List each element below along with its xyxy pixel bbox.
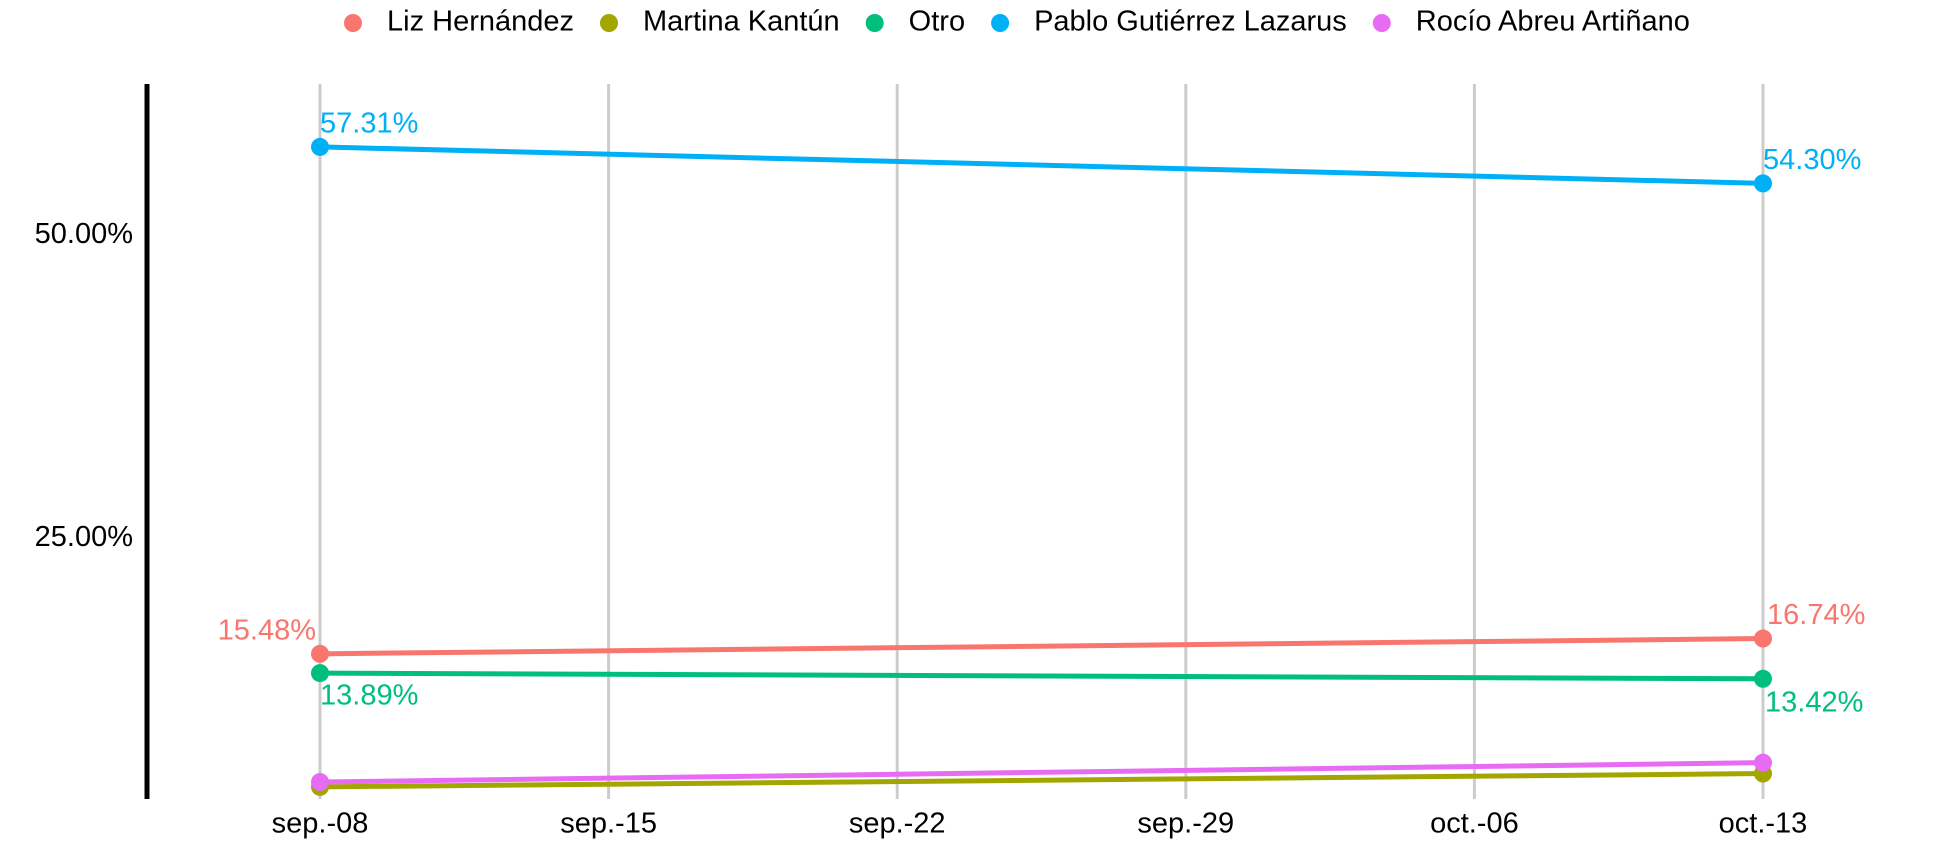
legend-label: Rocío Abreu Artiñano	[1416, 6, 1690, 38]
series-line	[319, 670, 1764, 682]
data-label: 13.89%	[320, 680, 418, 712]
data-point	[311, 664, 329, 683]
data-label: 57.31%	[320, 108, 418, 140]
data-point	[1754, 669, 1772, 688]
series-line	[319, 636, 1764, 657]
data-label: 54.30%	[1763, 144, 1861, 176]
legend-label: Liz Hernández	[387, 6, 574, 38]
y-tick-label: 25.00%	[35, 521, 133, 553]
data-point	[1754, 629, 1772, 648]
x-tick-label: oct.-06	[1430, 808, 1519, 840]
legend-label: Otro	[909, 6, 965, 38]
series-line	[319, 771, 1764, 790]
x-tick-label: sep.-15	[560, 808, 657, 840]
data-label: 13.42%	[1765, 686, 1863, 718]
legend-label: Pablo Gutiérrez Lazarus	[1034, 6, 1347, 38]
series-line	[319, 144, 1764, 186]
legend-marker	[991, 14, 1010, 32]
data-point	[1754, 174, 1772, 193]
data-point	[311, 644, 329, 663]
data-point	[311, 773, 329, 792]
x-tick-label: sep.-08	[272, 808, 369, 840]
legend-marker	[600, 14, 618, 32]
legend-marker	[865, 14, 884, 32]
legend-marker	[344, 14, 362, 32]
data-point	[311, 137, 329, 156]
data-label: 15.48%	[218, 614, 316, 646]
x-tick-label: sep.-29	[1137, 808, 1234, 840]
y-tick-label: 50.00%	[35, 218, 133, 250]
x-tick-label: oct.-13	[1719, 808, 1808, 840]
legend-label: Martina Kantún	[643, 6, 840, 38]
data-label: 16.74%	[1767, 599, 1865, 631]
series-line	[319, 760, 1764, 785]
x-tick-label: sep.-22	[849, 808, 946, 840]
legend-marker	[1372, 14, 1391, 32]
data-point	[1754, 753, 1772, 772]
